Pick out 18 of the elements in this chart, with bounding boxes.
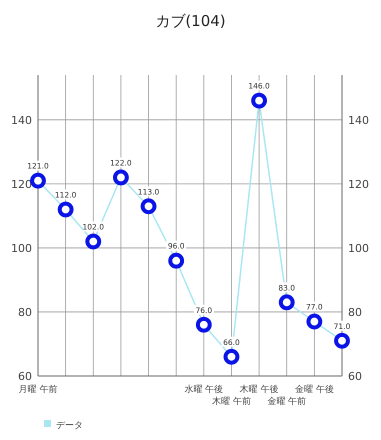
legend-label: データ: [56, 421, 83, 431]
y-tick-label: 120: [11, 178, 32, 191]
y2-tick-label: 140: [348, 114, 369, 127]
y2-tick-label: 100: [348, 242, 369, 255]
y2-tick-label: 80: [348, 306, 362, 319]
x-tick-label: 金曜 午前: [267, 396, 306, 407]
y2-tick-label: 120: [348, 178, 369, 191]
x-tick-label: 金曜 午後: [294, 384, 334, 395]
x-tick-label: 水曜 午後: [184, 384, 224, 395]
y-tick-label: 60: [18, 370, 32, 383]
chart-title: カブ(104): [155, 12, 226, 30]
y2-tick-label: 60: [348, 370, 362, 383]
x-tick-label: 月曜 午前: [18, 384, 58, 395]
y-tick-label: 100: [11, 242, 32, 255]
y-tick-label: 80: [18, 306, 32, 319]
x-tick-label: 木曜 午後: [240, 384, 279, 395]
y-tick-label: 140: [11, 114, 32, 127]
x-tick-label: 木曜 午前: [212, 396, 251, 407]
